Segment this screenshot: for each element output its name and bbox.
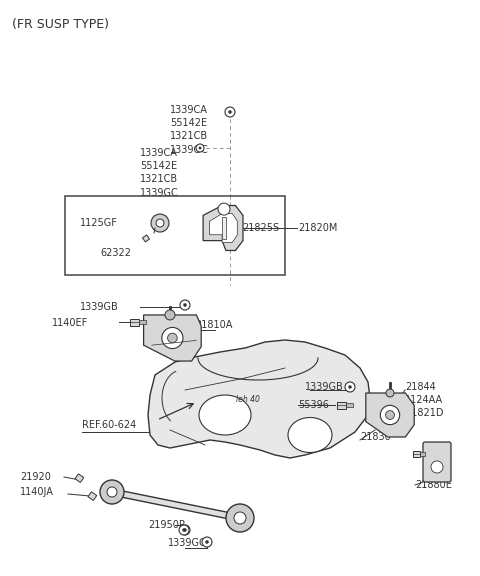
Bar bbox=[346, 403, 353, 407]
Polygon shape bbox=[75, 474, 84, 483]
Circle shape bbox=[431, 461, 443, 473]
Polygon shape bbox=[203, 206, 243, 251]
Polygon shape bbox=[88, 492, 97, 501]
Bar bbox=[65, 196, 285, 275]
Polygon shape bbox=[148, 340, 370, 458]
Bar bbox=[413, 451, 420, 457]
Circle shape bbox=[151, 214, 169, 232]
Circle shape bbox=[182, 528, 186, 532]
Circle shape bbox=[162, 327, 183, 348]
Ellipse shape bbox=[288, 418, 332, 453]
Circle shape bbox=[165, 310, 175, 320]
Text: 21810A: 21810A bbox=[195, 320, 232, 330]
Polygon shape bbox=[144, 315, 201, 361]
Circle shape bbox=[226, 504, 254, 532]
Circle shape bbox=[386, 389, 394, 397]
Circle shape bbox=[228, 110, 232, 113]
Text: 62322: 62322 bbox=[100, 248, 131, 258]
Circle shape bbox=[168, 333, 177, 343]
Circle shape bbox=[196, 144, 204, 152]
Text: 55396: 55396 bbox=[298, 400, 329, 410]
Circle shape bbox=[205, 540, 209, 544]
Bar bbox=[420, 452, 425, 456]
Circle shape bbox=[183, 303, 187, 307]
Circle shape bbox=[218, 203, 230, 215]
Circle shape bbox=[385, 411, 395, 419]
Text: 21820M: 21820M bbox=[298, 223, 337, 233]
Text: 21920: 21920 bbox=[20, 472, 51, 482]
Text: 1125GF: 1125GF bbox=[80, 218, 118, 228]
Circle shape bbox=[107, 487, 117, 497]
Circle shape bbox=[202, 537, 212, 547]
Circle shape bbox=[348, 385, 352, 389]
Bar bbox=[130, 319, 139, 325]
Circle shape bbox=[234, 512, 246, 524]
Polygon shape bbox=[210, 214, 237, 242]
Bar bbox=[139, 320, 146, 324]
Text: 21880E: 21880E bbox=[415, 480, 452, 490]
Text: 1339CA
55142E
1321CB
1339GC: 1339CA 55142E 1321CB 1339GC bbox=[170, 105, 209, 154]
Bar bbox=[222, 217, 226, 239]
Text: leh 40: leh 40 bbox=[236, 396, 260, 404]
Circle shape bbox=[199, 147, 202, 149]
Text: 21950R: 21950R bbox=[148, 520, 186, 530]
Text: 1339GB: 1339GB bbox=[305, 382, 344, 392]
Text: 21830: 21830 bbox=[360, 432, 391, 442]
Text: 21825S: 21825S bbox=[242, 223, 279, 233]
Text: 1339CA
55142E
1321CB
1339GC: 1339CA 55142E 1321CB 1339GC bbox=[140, 148, 179, 198]
Circle shape bbox=[183, 528, 187, 532]
Bar bbox=[337, 401, 346, 408]
Polygon shape bbox=[366, 393, 414, 437]
Text: REF.60-624: REF.60-624 bbox=[82, 420, 136, 430]
Text: 21844
1124AA
21821D: 21844 1124AA 21821D bbox=[405, 382, 444, 418]
Text: 1339GB: 1339GB bbox=[80, 302, 119, 312]
Text: 1339GC: 1339GC bbox=[168, 538, 207, 548]
Text: (FR SUSP TYPE): (FR SUSP TYPE) bbox=[12, 18, 109, 31]
FancyBboxPatch shape bbox=[423, 442, 451, 482]
Circle shape bbox=[380, 406, 400, 425]
Text: 1140JA: 1140JA bbox=[20, 487, 54, 497]
Circle shape bbox=[345, 382, 355, 392]
Polygon shape bbox=[143, 235, 149, 242]
Circle shape bbox=[179, 525, 189, 535]
Circle shape bbox=[100, 480, 124, 504]
Ellipse shape bbox=[199, 395, 251, 435]
Circle shape bbox=[156, 219, 164, 227]
Circle shape bbox=[180, 525, 190, 535]
Text: 1140EF: 1140EF bbox=[52, 318, 88, 328]
Circle shape bbox=[180, 300, 190, 310]
Circle shape bbox=[225, 107, 235, 117]
